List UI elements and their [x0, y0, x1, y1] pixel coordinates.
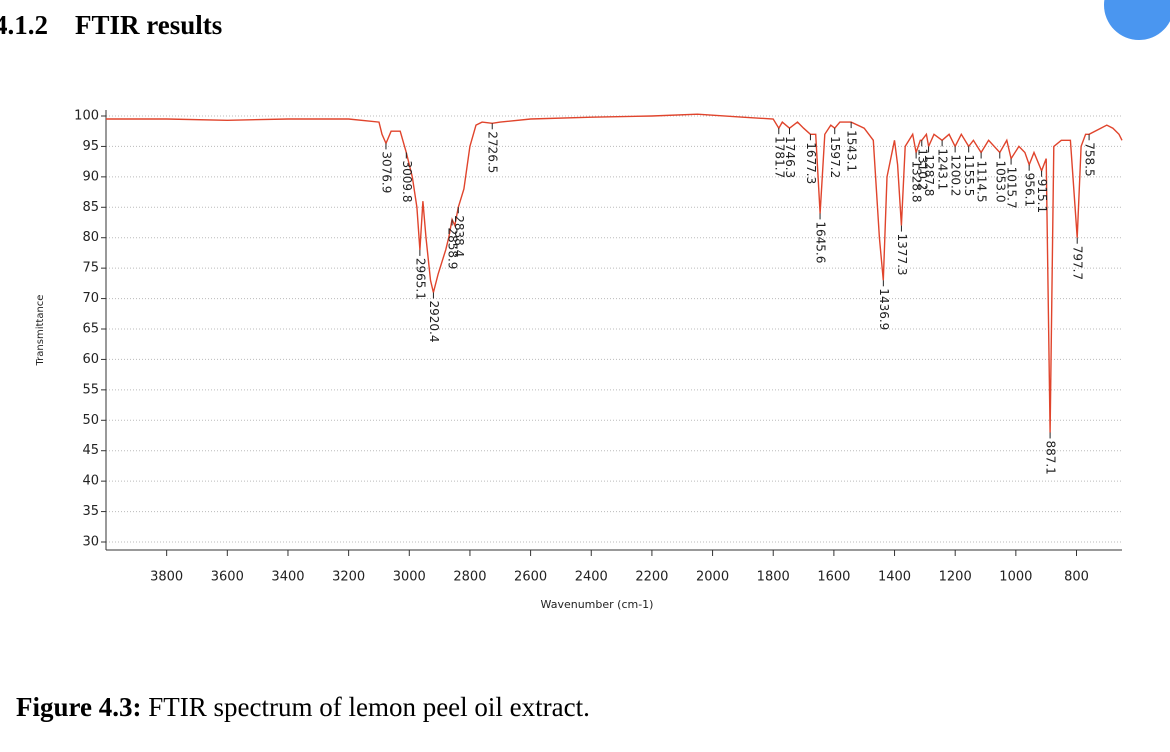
y-tick-label: 100	[74, 109, 99, 124]
peak-label: 2920.4	[427, 300, 441, 342]
x-axis-label: Wavenumber (cm-1)	[541, 598, 654, 611]
y-tick-label: 90	[82, 169, 99, 184]
spectrum-line	[106, 113, 1123, 433]
peak-label: 2858.9	[446, 227, 460, 269]
peak-label: 3076.9	[379, 151, 393, 193]
x-tick-label: 3000	[393, 570, 426, 585]
y-tick-label: 95	[82, 139, 99, 154]
peak-label: 1328.8	[910, 161, 924, 203]
peak-label: 2726.5	[486, 131, 500, 173]
y-tick-label: 45	[82, 443, 99, 458]
peak-label: 1677.3	[804, 142, 818, 184]
y-tick-label: 30	[82, 535, 99, 550]
section-heading: 4.1.2 FTIR results	[0, 10, 222, 41]
y-tick-label: 60	[82, 352, 99, 367]
section-title: FTIR results	[75, 10, 223, 40]
peak-label: 1781.7	[772, 136, 786, 178]
peak-label: 1746.3	[783, 136, 797, 178]
caption-label: Figure 4.3:	[16, 692, 142, 722]
peak-label: 1200.2	[949, 154, 963, 196]
y-tick-label: 65	[82, 322, 99, 337]
peak-label: 1310.2	[915, 148, 929, 190]
peak-label: 2838.4	[452, 215, 466, 257]
x-tick-label: 1800	[757, 570, 790, 585]
peak-label: 1155.5	[962, 154, 976, 196]
x-tick-label: 1000	[999, 570, 1032, 585]
x-tick-label: 1600	[817, 570, 850, 585]
y-tick-label: 50	[82, 413, 99, 428]
peak-label: 915.1	[1035, 179, 1049, 213]
peak-label: 1543.1	[845, 130, 859, 172]
x-tick-label: 800	[1064, 570, 1089, 585]
peak-label: 887.1	[1044, 440, 1058, 474]
peak-label: 1015.7	[1005, 167, 1019, 209]
y-axis-label: Transmittance	[35, 295, 46, 367]
y-tick-label: 85	[82, 200, 99, 215]
x-tick-label: 2600	[514, 570, 547, 585]
peak-label: 2965.1	[413, 258, 427, 300]
figure-caption: Figure 4.3: FTIR spectrum of lemon peel …	[16, 692, 590, 723]
x-tick-label: 3400	[271, 570, 304, 585]
y-tick-label: 55	[82, 382, 99, 397]
peak-label: 956.1	[1023, 173, 1037, 207]
y-tick-label: 80	[82, 230, 99, 245]
x-tick-label: 2000	[696, 570, 729, 585]
peak-label: 1053.0	[993, 161, 1007, 203]
x-tick-label: 3200	[332, 570, 365, 585]
peak-label: 1377.3	[895, 234, 909, 276]
x-tick-label: 2200	[635, 570, 668, 585]
x-tick-label: 3800	[150, 570, 183, 585]
peak-label: 1287.8	[922, 154, 936, 196]
peak-label: 1597.2	[828, 136, 842, 178]
x-tick-label: 3600	[211, 570, 244, 585]
x-tick-label: 2400	[575, 570, 608, 585]
caption-text: FTIR spectrum of lemon peel oil extract.	[148, 692, 590, 722]
peak-label: 3009.8	[400, 161, 414, 203]
y-tick-label: 40	[82, 474, 99, 489]
y-tick-label: 75	[82, 261, 99, 276]
section-number: 4.1.2	[0, 10, 48, 40]
x-tick-label: 2800	[453, 570, 486, 585]
peak-label: 1114.5	[975, 161, 989, 203]
chart: Wavenumber (cm-1) Transmittance 30 35 40 45…	[35, 109, 1123, 611]
peak-label: 1436.9	[877, 288, 891, 330]
x-tick-label: 1400	[878, 570, 911, 585]
peak-label: 1645.6	[814, 221, 828, 263]
peak-label: 758.5	[1083, 142, 1097, 176]
peak-label: 1243.1	[936, 148, 950, 190]
x-tick-label: 1200	[939, 570, 972, 585]
y-tick-label: 35	[82, 504, 99, 519]
y-tick-label: 70	[82, 291, 99, 306]
peak-label: 797.7	[1071, 246, 1085, 280]
